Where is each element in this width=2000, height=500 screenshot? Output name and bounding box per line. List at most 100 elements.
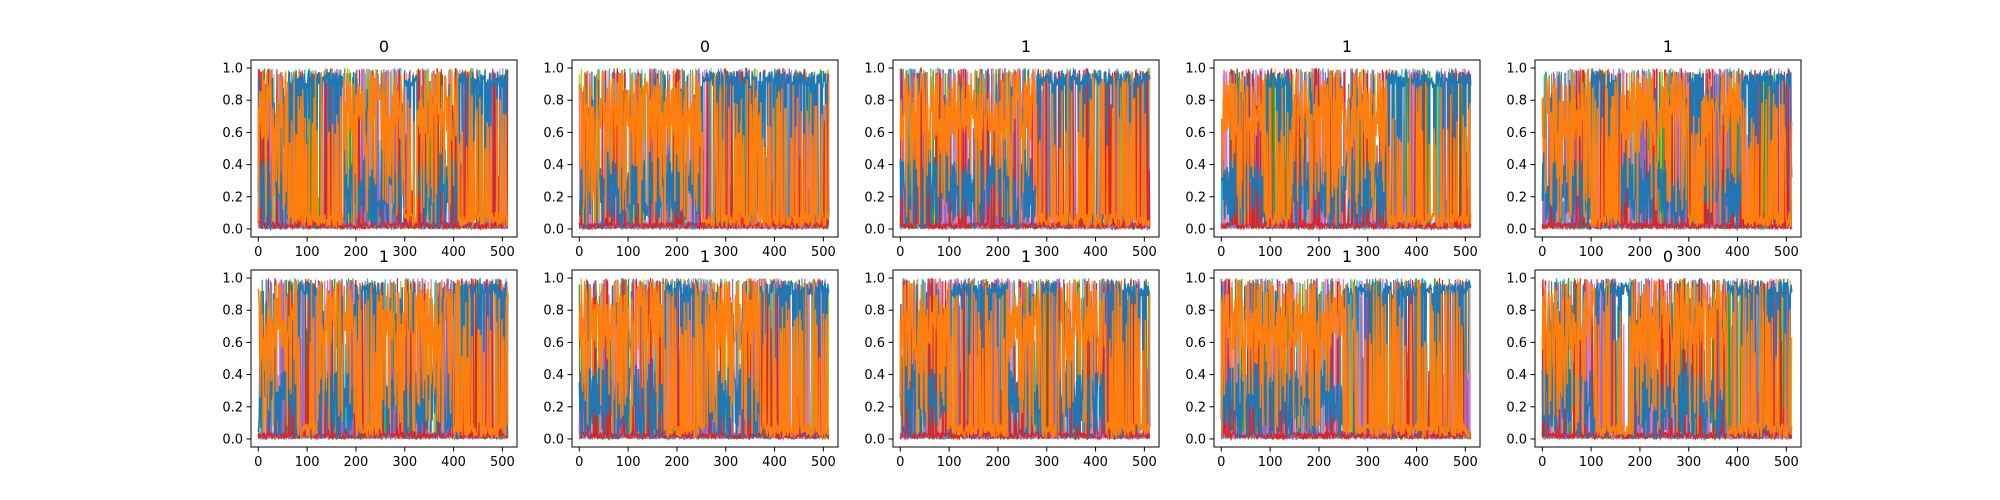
x-tick-label: 300 <box>1355 455 1380 470</box>
x-tick-label: 500 <box>1453 455 1478 470</box>
y-tick-label: 0.8 <box>1506 94 1527 109</box>
x-tick-label: 0 <box>896 245 904 260</box>
subplot-10: 0 0 100 200 300 400 500 0.0 0.2 0.4 0.6 0.8 1.0 <box>1506 247 1802 470</box>
x-tick-label: 300 <box>1034 245 1059 260</box>
x-tick-label: 100 <box>616 245 641 260</box>
series-line-minor-6 <box>1220 68 1472 231</box>
x-tick-label: 100 <box>616 455 641 470</box>
y-tick-label: 1.0 <box>222 62 243 77</box>
x-tick-label: 500 <box>811 455 836 470</box>
x-tick-label: 400 <box>1083 245 1108 260</box>
x-tick-label: 400 <box>1404 245 1429 260</box>
y-tick-label: 1.0 <box>1185 272 1206 287</box>
y-tick-label: 0.8 <box>222 94 243 109</box>
x-tick-label: 200 <box>665 455 690 470</box>
series-line-orange <box>1541 279 1793 440</box>
x-tick-label: 200 <box>1307 245 1332 260</box>
subplot-title: 0 <box>379 37 389 56</box>
y-tick-label: 1.0 <box>1506 272 1527 287</box>
y-tick-label: 0.2 <box>864 400 885 415</box>
subplot-title: 0 <box>1663 247 1673 266</box>
y-tick-label: 0.2 <box>543 190 564 205</box>
x-tick-label: 0 <box>1217 245 1225 260</box>
y-tick-label: 0.0 <box>1506 432 1527 447</box>
x-tick-label: 0 <box>1538 455 1546 470</box>
x-tick-label: 400 <box>762 245 787 260</box>
series-line-orange <box>1541 69 1793 229</box>
y-tick-label: 0.4 <box>1506 158 1527 173</box>
axes-frame <box>1213 59 1481 238</box>
subplot-title: 1 <box>1342 247 1352 266</box>
subplot-9: 1 0 100 200 300 400 500 0.0 0.2 0.4 0.6 0.8 1.0 <box>1185 247 1481 470</box>
y-tick-label: 0.4 <box>1185 158 1206 173</box>
x-tick-label: 200 <box>665 245 690 260</box>
x-tick-label: 0 <box>896 455 904 470</box>
x-tick-label: 200 <box>986 455 1011 470</box>
x-tick-label: 0 <box>254 245 262 260</box>
x-tick-label: 0 <box>575 245 583 260</box>
y-tick-label: 1.0 <box>543 62 564 77</box>
x-tick-label: 300 <box>713 455 738 470</box>
y-tick-label: 0.0 <box>1185 432 1206 447</box>
subplot-5: 1 0 100 200 300 400 500 0.0 0.2 0.4 0.6 0.8 1.0 <box>1506 37 1802 260</box>
x-tick-label: 100 <box>1579 455 1604 470</box>
y-tick-label: 1.0 <box>864 62 885 77</box>
x-tick-label: 0 <box>254 455 262 470</box>
subplot-7: 1 0 100 200 300 400 500 0.0 0.2 0.4 0.6 0.8 1.0 <box>543 247 839 470</box>
y-tick-label: 0.8 <box>1185 94 1206 109</box>
x-tick-label: 300 <box>392 245 417 260</box>
x-tick-label: 500 <box>490 455 515 470</box>
y-tick-label: 0.2 <box>864 190 885 205</box>
x-tick-label: 100 <box>937 455 962 470</box>
x-tick-label: 0 <box>575 455 583 470</box>
x-tick-label: 500 <box>1774 245 1799 260</box>
series-lines <box>578 278 830 442</box>
x-tick-label: 200 <box>344 455 369 470</box>
subplot-title: 1 <box>1663 37 1673 56</box>
y-tick-label: 0.0 <box>864 222 885 237</box>
y-tick-label: 0.8 <box>864 94 885 109</box>
series-line-orange <box>1220 69 1472 229</box>
axes-frame <box>1534 59 1802 238</box>
series-lines <box>578 66 830 232</box>
x-tick-label: 400 <box>1725 245 1750 260</box>
y-tick-label: 0.2 <box>1506 190 1527 205</box>
y-tick-label: 1.0 <box>222 272 243 287</box>
series-lines <box>1541 277 1793 442</box>
x-tick-label: 200 <box>1628 245 1653 260</box>
x-tick-label: 300 <box>1676 245 1701 260</box>
x-tick-label: 500 <box>1453 245 1478 260</box>
y-tick-label: 0.0 <box>1185 222 1206 237</box>
series-lines <box>899 277 1151 442</box>
x-tick-label: 500 <box>1774 455 1799 470</box>
y-tick-label: 0.4 <box>222 158 243 173</box>
x-tick-label: 300 <box>392 455 417 470</box>
axes-frame <box>571 269 839 448</box>
axes-frame <box>1534 269 1802 448</box>
y-tick-label: 0.4 <box>864 158 885 173</box>
y-tick-label: 0.2 <box>1185 190 1206 205</box>
subplot-1: 0 0 100 200 300 400 500 0.0 0.2 0.4 0.6 0.8 1.0 <box>222 37 518 260</box>
y-tick-label: 0.4 <box>864 368 885 383</box>
x-tick-label: 100 <box>1258 455 1283 470</box>
subplot-title: 0 <box>700 37 710 56</box>
y-tick-label: 1.0 <box>1506 62 1527 77</box>
subplot-title: 1 <box>379 247 389 266</box>
x-tick-label: 400 <box>1404 455 1429 470</box>
series-lines <box>899 66 1151 232</box>
x-tick-label: 500 <box>811 245 836 260</box>
series-line-minor-6 <box>899 278 1150 442</box>
y-tick-label: 0.6 <box>1506 336 1527 351</box>
y-tick-label: 0.6 <box>222 126 243 141</box>
y-tick-label: 0.4 <box>543 158 564 173</box>
x-tick-label: 500 <box>1132 245 1157 260</box>
subplot-3: 1 0 100 200 300 400 500 0.0 0.2 0.4 0.6 0.8 1.0 <box>864 37 1160 260</box>
axes-frame <box>571 59 839 238</box>
y-tick-label: 0.4 <box>1185 368 1206 383</box>
series-lines <box>1541 67 1793 232</box>
y-tick-label: 0.8 <box>1185 304 1206 319</box>
x-tick-label: 100 <box>295 455 320 470</box>
y-tick-label: 0.6 <box>222 336 243 351</box>
y-tick-label: 0.6 <box>1185 336 1206 351</box>
y-tick-label: 0.0 <box>543 432 564 447</box>
